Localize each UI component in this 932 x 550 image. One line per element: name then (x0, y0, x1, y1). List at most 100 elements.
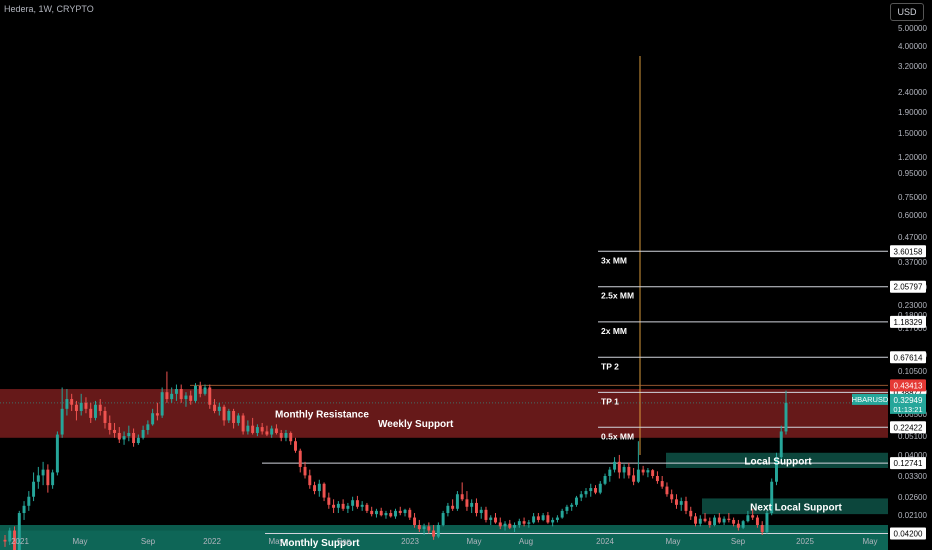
y-tick-label: 0.60000 (898, 211, 927, 220)
x-tick-label: Sep (731, 537, 746, 546)
candle-body (355, 500, 359, 507)
candle-body (451, 505, 455, 509)
candle-body (632, 475, 636, 482)
candle-body (589, 488, 593, 492)
y-tick-label: 1.90000 (898, 108, 927, 117)
candle-body (779, 431, 783, 458)
highlight-price-badge (890, 379, 926, 392)
candle-body (774, 457, 778, 482)
candle-body (660, 481, 664, 487)
candle-body (32, 481, 36, 497)
candle-body (98, 404, 102, 411)
candle-body (703, 518, 707, 522)
candle-body (546, 515, 550, 523)
candle-body (713, 517, 717, 526)
candle-body (122, 436, 126, 440)
candle-body (394, 510, 397, 517)
candle-body (479, 509, 483, 514)
x-tick-label: Sep (337, 537, 352, 546)
candle-body (460, 494, 464, 500)
x-tick-label: Sep (141, 537, 156, 546)
x-tick-label: 2023 (401, 537, 419, 546)
candle-body (389, 513, 393, 517)
candle-body (113, 429, 117, 433)
candle-body (8, 530, 12, 542)
candle-body (298, 450, 302, 467)
candle-body (274, 428, 278, 433)
candle-body (3, 539, 7, 542)
candle-body (265, 431, 269, 435)
candle-body (603, 475, 607, 484)
candle-body (384, 513, 388, 516)
candle-body (555, 517, 559, 520)
price-badge-text: 0.12741 (894, 459, 923, 468)
candle-body (770, 481, 774, 514)
levels-layer (0, 56, 888, 534)
symbol-label: HBARUSD (852, 395, 889, 404)
candle-body (751, 515, 755, 518)
candle-body (432, 530, 436, 537)
level-label: 3x MM (601, 255, 627, 265)
x-tick-label: Aug (519, 537, 533, 546)
y-tick-label: 0.18000 (898, 311, 927, 320)
candle-body (308, 475, 312, 486)
candle-body (13, 530, 17, 550)
candle-body (784, 402, 788, 432)
y-tick-label: 0.23000 (898, 301, 927, 310)
candle-body (594, 488, 597, 493)
price-badge-text: 0.38877 (894, 388, 923, 397)
candle-body (222, 406, 226, 421)
candle-body (89, 408, 93, 418)
candle-body (17, 513, 21, 550)
candle-body (213, 404, 217, 411)
y-tick-label: 1.50000 (898, 129, 927, 138)
candle-body (665, 486, 669, 495)
candle-body (184, 395, 188, 400)
candle-body (70, 399, 74, 405)
axis-layer: 5.00000 4.00000 3.20000 2.40000 1.90000 1.500… (11, 24, 927, 546)
candle-body (698, 518, 702, 524)
candle-body (598, 483, 602, 493)
y-tick-label: 0.06500 (898, 410, 927, 419)
candle-body (508, 523, 512, 528)
candle-body (613, 461, 617, 470)
price-badge (890, 527, 926, 540)
candle-body (608, 469, 612, 476)
candle-body (194, 386, 197, 401)
candle-body (413, 517, 417, 526)
candle-body (574, 497, 578, 505)
y-tick-label: 0.47000 (898, 233, 927, 242)
candle-body (446, 505, 450, 514)
candle-body (251, 425, 255, 433)
candle-body (551, 519, 555, 523)
candle-body (203, 387, 207, 394)
currency-button[interactable]: USD (890, 3, 924, 21)
candle-body (679, 501, 683, 505)
price-badge (890, 421, 926, 434)
y-tick-label: 0.05100 (898, 432, 927, 441)
candle-body (694, 516, 697, 524)
candle-body (617, 461, 621, 473)
candle-body (736, 523, 740, 528)
candle-body (374, 510, 378, 515)
candle-body (294, 441, 297, 451)
candle-body (689, 510, 693, 517)
candle-body (332, 504, 336, 508)
x-tick-label: 2025 (796, 537, 814, 546)
candle-body (351, 500, 355, 506)
candle-body (403, 509, 407, 514)
candle-body (560, 510, 564, 518)
candle-body (303, 466, 307, 476)
candle-body (360, 504, 364, 507)
zone-band (702, 498, 888, 515)
candle-body (408, 509, 412, 518)
candle-body (579, 494, 583, 498)
candle-body (241, 415, 245, 432)
candle-body (313, 485, 317, 492)
candle-body (717, 517, 721, 523)
candle-body (465, 499, 469, 507)
candle-body (513, 525, 517, 528)
candle-body (341, 503, 345, 509)
price-badge-text: 0.04200 (894, 529, 923, 538)
